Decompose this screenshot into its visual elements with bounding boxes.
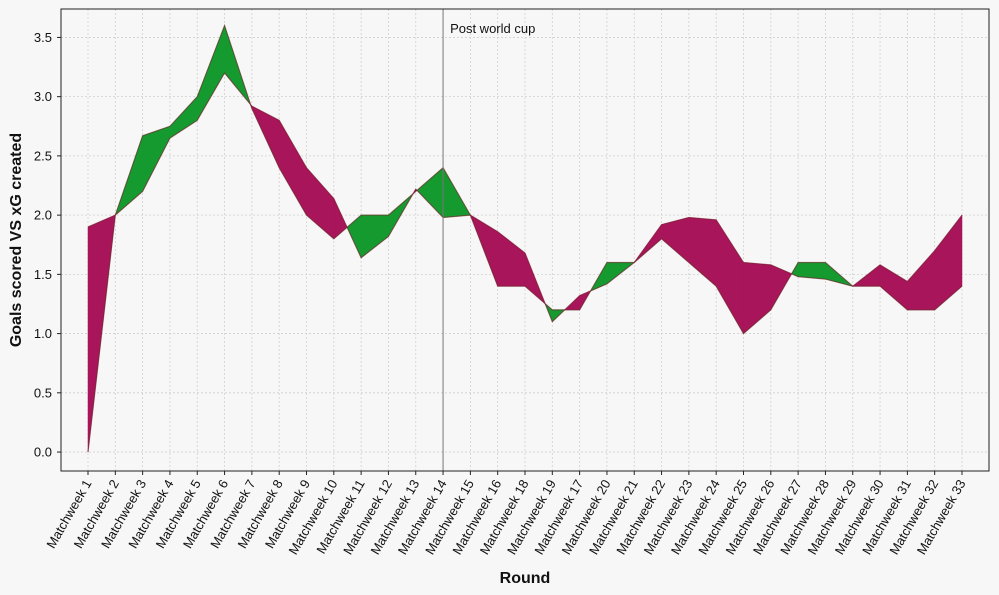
post-world-cup-label: Post world cup xyxy=(450,21,535,36)
y-tick-label: 2.5 xyxy=(34,148,52,163)
y-axis-ticks: 0.0 0.5 1.0 1.5 2.0 2.5 3.0 3.5 xyxy=(34,30,61,460)
series-lines xyxy=(87,23,963,453)
y-tick-label: 1.0 xyxy=(34,326,52,341)
y-tick-label: 2.0 xyxy=(34,208,52,223)
y-tick-label: 3.0 xyxy=(34,89,52,104)
y-tick-label: 3.5 xyxy=(34,30,52,45)
y-tick-label: 1.5 xyxy=(34,267,52,282)
series-2-line xyxy=(87,71,963,323)
y-tick-label: 0.5 xyxy=(34,385,52,400)
series-1-line xyxy=(87,23,963,453)
x-axis-title: Round xyxy=(500,570,551,587)
y-tick-label: 0.0 xyxy=(34,445,52,460)
y-axis-title: Goals scored VS xG created xyxy=(8,133,25,347)
